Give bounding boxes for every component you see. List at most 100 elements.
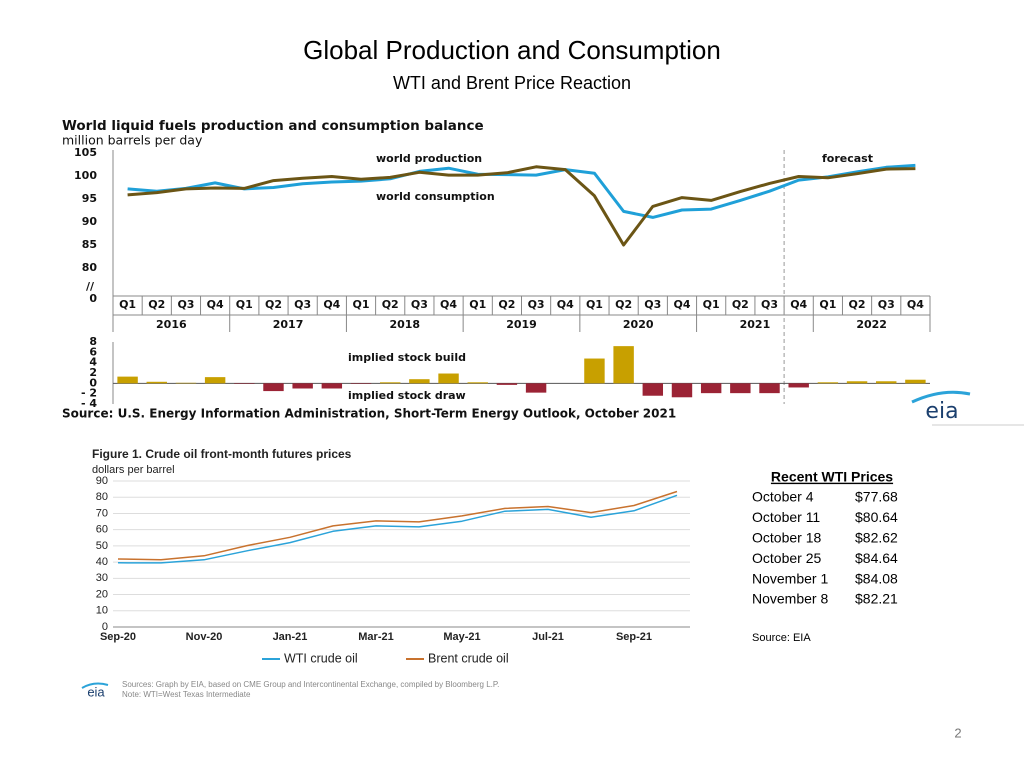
x-tick-label: Q3	[644, 298, 661, 311]
group-label: 2017	[273, 318, 304, 331]
y-tick-label: 20	[96, 588, 108, 600]
x-tick-label: Jan-21	[273, 631, 308, 643]
y-tick-label: 80	[96, 491, 108, 503]
series-line	[127, 165, 916, 247]
series-line	[117, 490, 678, 561]
x-tick-label: Q3	[761, 298, 778, 311]
group-label: 2016	[156, 318, 187, 331]
x-tick-label: Q3	[411, 298, 428, 311]
y-tick-label: - 4	[81, 397, 97, 410]
slide-subtitle: WTI and Brent Price Reaction	[393, 73, 631, 93]
y-tick-label: 40	[96, 556, 108, 568]
axis-break: //	[86, 280, 95, 293]
source-note: Sources: Graph by EIA, based on CME Grou…	[122, 680, 499, 689]
y-tick-label: 70	[96, 507, 108, 519]
series-label: world production	[376, 152, 482, 165]
bar	[117, 376, 138, 384]
balance-chart: World liquid fuels production and consum…	[62, 118, 931, 421]
table-cell: $82.62	[855, 530, 898, 546]
chart-title: World liquid fuels production and consum…	[62, 118, 484, 134]
table-cell: October 25	[752, 550, 821, 566]
x-tick-label: Q1	[353, 298, 370, 311]
bar	[846, 381, 868, 384]
y-tick-label: - 2	[81, 387, 97, 400]
x-tick-label: Q4	[440, 298, 457, 311]
x-tick-label: Q3	[878, 298, 895, 311]
table-cell: $84.64	[855, 550, 898, 566]
x-tick-label: Q2	[148, 298, 165, 311]
y-tick-label: 8	[89, 335, 97, 348]
bar	[671, 383, 693, 398]
x-tick-label: Q1	[819, 298, 836, 311]
logo: eia	[87, 684, 105, 699]
slide-title: Global Production and Consumption	[303, 35, 721, 65]
table-cell: November 1	[752, 570, 828, 586]
series-line	[117, 494, 678, 564]
legend-label: Brent crude oil	[428, 651, 509, 665]
x-tick-label: Q1	[469, 298, 486, 311]
source-note: Note: WTI=West Texas Intermediate	[122, 690, 251, 699]
x-tick-label: Q2	[265, 298, 282, 311]
x-tick-label: Q2	[382, 298, 399, 311]
x-tick-label: Q1	[703, 298, 720, 311]
table-cell: October 4	[752, 489, 814, 505]
table-cell: $80.64	[855, 509, 898, 525]
bar	[876, 381, 897, 384]
table-title: Recent WTI Prices	[771, 469, 893, 485]
y-tick-label: 6	[89, 345, 97, 358]
group-label: 2020	[623, 318, 654, 331]
y-tick-label: 50	[96, 540, 108, 552]
bar	[496, 383, 518, 385]
price-table: Recent WTI Prices Source: EIA October 4 $…	[752, 469, 898, 644]
x-tick-label: Q4	[673, 298, 690, 311]
bar	[438, 373, 459, 384]
x-tick-label: Q4	[323, 298, 340, 311]
x-tick-label: Q1	[119, 298, 136, 311]
bar	[350, 383, 372, 384]
page-number: 2	[954, 725, 961, 740]
y-tick-label: 2	[89, 366, 97, 379]
x-tick-label: Jul-21	[532, 631, 564, 643]
y-tick-label: 90	[96, 475, 108, 487]
group-label: 2018	[389, 318, 420, 331]
chart-subtitle: dollars per barrel	[92, 464, 175, 476]
y-tick-label: 30	[96, 572, 108, 584]
bar	[905, 379, 926, 384]
chart-title: Figure 1. Crude oil front-month futures …	[92, 447, 352, 461]
table-cell: $82.21	[855, 591, 898, 607]
x-tick-label: Q4	[207, 298, 224, 311]
x-tick-label: Q2	[615, 298, 632, 311]
bar	[642, 383, 664, 396]
bar	[759, 383, 780, 394]
table-cell: October 18	[752, 530, 821, 546]
y-tick-label: 85	[82, 238, 97, 251]
x-tick-label: Q1	[236, 298, 253, 311]
bar	[204, 377, 226, 384]
x-tick-label: Q4	[557, 298, 574, 311]
y-tick-label: 0	[89, 376, 97, 389]
annotation: forecast	[822, 152, 873, 165]
x-tick-label: Sep-21	[616, 631, 652, 643]
x-tick-label: Nov-20	[186, 631, 223, 643]
group-label: 2022	[856, 318, 887, 331]
price-chart: Figure 1. Crude oil front-month futures …	[81, 447, 690, 699]
series-line	[127, 163, 916, 219]
x-tick-label: Q2	[732, 298, 749, 311]
table-cell: November 8	[752, 591, 828, 607]
bar	[788, 383, 809, 388]
group-label: 2021	[740, 318, 771, 331]
x-tick-label: Mar-21	[358, 631, 393, 643]
x-tick-label: Sep-20	[100, 631, 136, 643]
logo-swoosh	[81, 682, 109, 689]
bar	[379, 382, 401, 384]
annotation: implied stock draw	[348, 389, 466, 402]
bar	[292, 383, 313, 389]
y-tick-label: 95	[82, 192, 97, 205]
source-note: Source: U.S. Energy Information Administ…	[62, 407, 676, 421]
bar	[700, 383, 722, 394]
bar	[467, 382, 488, 384]
table-cell: October 11	[752, 509, 820, 525]
chart-subtitle: million barrels per day	[62, 133, 203, 148]
bar	[817, 382, 839, 384]
